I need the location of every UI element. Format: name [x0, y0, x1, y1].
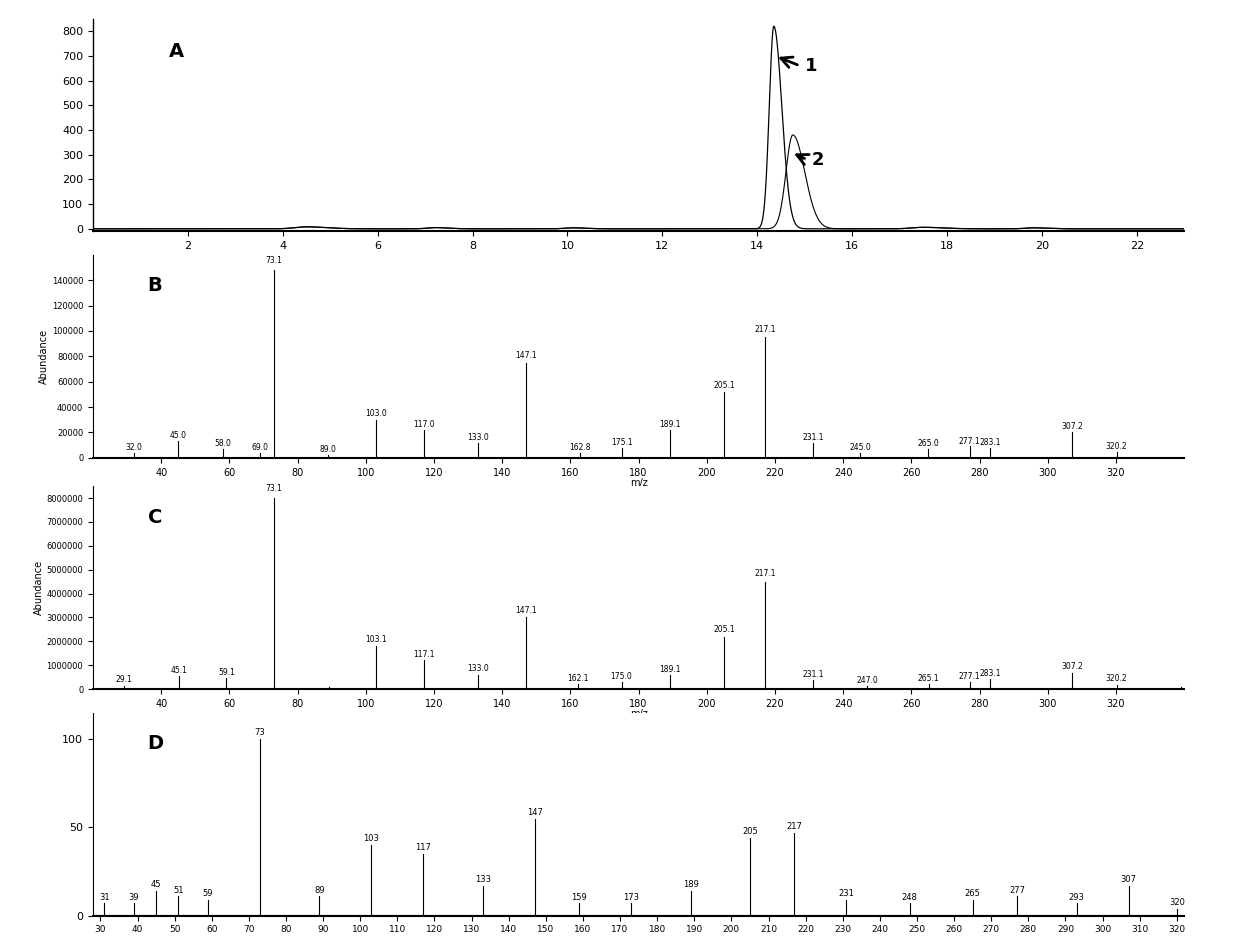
Text: 205.1: 205.1 [713, 625, 735, 634]
Text: 103.0: 103.0 [365, 409, 387, 418]
Text: 45: 45 [151, 880, 161, 889]
Text: 2: 2 [812, 151, 825, 169]
Text: 245.0: 245.0 [849, 443, 872, 452]
Text: 147.1: 147.1 [516, 606, 537, 615]
Text: 58.0: 58.0 [215, 439, 231, 448]
Text: 162.8: 162.8 [569, 443, 590, 452]
Text: 277: 277 [1009, 885, 1025, 895]
Text: 69.0: 69.0 [252, 443, 269, 452]
Text: 133: 133 [475, 875, 491, 884]
Text: 277.1: 277.1 [959, 672, 981, 682]
Text: 117: 117 [415, 843, 432, 852]
Text: 175.1: 175.1 [611, 438, 632, 447]
Text: 265: 265 [965, 889, 981, 898]
Text: 205.1: 205.1 [713, 380, 735, 390]
Text: 217.1: 217.1 [754, 325, 776, 333]
Text: 231.1: 231.1 [802, 432, 823, 442]
Text: m/z: m/z [630, 478, 647, 488]
Text: 1: 1 [805, 57, 817, 75]
Text: 89: 89 [314, 885, 325, 895]
Text: 217.1: 217.1 [754, 569, 776, 579]
Text: 89.0: 89.0 [320, 445, 337, 454]
Text: 51: 51 [174, 885, 184, 895]
Y-axis label: Abundance: Abundance [33, 560, 43, 615]
Text: 307: 307 [1121, 875, 1137, 884]
Text: 147: 147 [527, 808, 543, 817]
Text: 159: 159 [572, 893, 587, 902]
Text: A: A [170, 42, 185, 61]
Text: 45.1: 45.1 [170, 666, 187, 675]
Text: 293: 293 [1069, 893, 1085, 902]
Text: 277.1: 277.1 [959, 436, 981, 446]
Text: 31: 31 [99, 893, 109, 902]
Text: 307.2: 307.2 [1061, 663, 1084, 671]
Text: 73.1: 73.1 [265, 484, 283, 493]
Text: 117.0: 117.0 [413, 419, 434, 429]
Text: 103: 103 [363, 834, 379, 843]
Text: 103.1: 103.1 [366, 635, 387, 644]
Text: 59.1: 59.1 [218, 668, 234, 677]
Text: 231: 231 [838, 889, 854, 898]
Text: 283.1: 283.1 [980, 438, 1001, 447]
Text: 320.2: 320.2 [1106, 443, 1127, 451]
Text: 175.0: 175.0 [610, 672, 632, 682]
Text: 147.1: 147.1 [516, 350, 537, 360]
Text: 320.2: 320.2 [1106, 674, 1127, 683]
Y-axis label: Abundance: Abundance [38, 329, 50, 384]
Text: m/z: m/z [630, 710, 647, 719]
Text: 162.1: 162.1 [567, 674, 588, 683]
Text: B: B [148, 277, 162, 295]
Text: 173: 173 [624, 893, 639, 902]
Text: 217: 217 [786, 822, 802, 831]
Text: 265.0: 265.0 [918, 439, 940, 448]
Text: 189: 189 [683, 880, 698, 889]
Text: 29.1: 29.1 [115, 675, 133, 684]
Text: 39: 39 [129, 893, 139, 902]
Text: 307.2: 307.2 [1061, 422, 1084, 431]
Text: 265.1: 265.1 [918, 674, 940, 683]
Text: 32.0: 32.0 [125, 443, 143, 452]
Text: 133.0: 133.0 [467, 665, 490, 673]
Text: 117.1: 117.1 [413, 649, 435, 659]
Text: 73: 73 [254, 729, 265, 737]
Text: 45.0: 45.0 [170, 431, 187, 440]
Text: 189.1: 189.1 [658, 665, 681, 674]
Text: 205: 205 [742, 827, 758, 836]
Text: 247.0: 247.0 [856, 676, 878, 684]
Text: 320: 320 [1169, 898, 1184, 907]
Text: 283.1: 283.1 [980, 668, 1001, 678]
Text: 133.0: 133.0 [467, 432, 490, 442]
Text: 231.1: 231.1 [802, 669, 823, 679]
Text: D: D [148, 734, 164, 753]
Text: 248: 248 [901, 893, 918, 902]
Text: 189.1: 189.1 [658, 419, 681, 429]
Text: 59: 59 [203, 889, 213, 898]
Text: 73.1: 73.1 [265, 256, 283, 264]
Text: C: C [148, 508, 162, 527]
